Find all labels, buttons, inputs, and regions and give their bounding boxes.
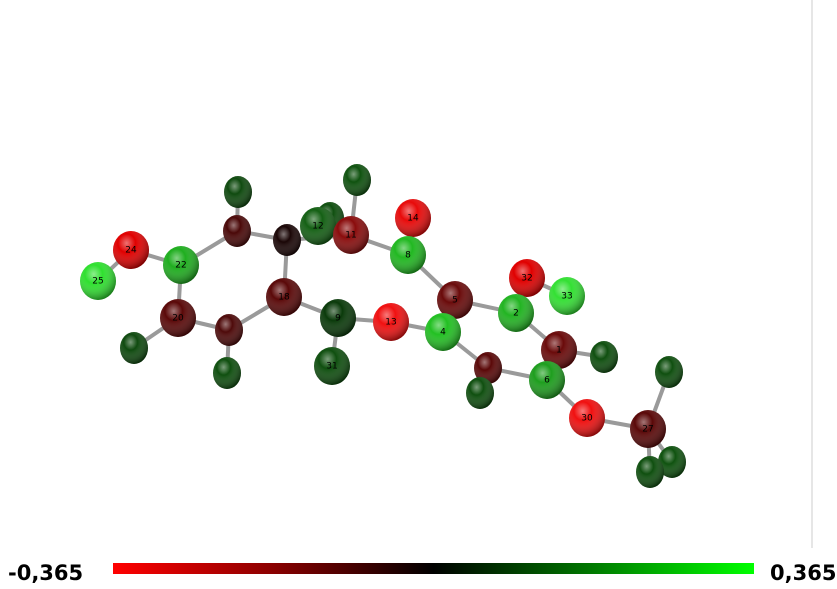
atom-label: 4 xyxy=(440,328,446,338)
atom-label: 5 xyxy=(452,296,458,306)
atom-label: 32 xyxy=(521,274,532,284)
color-scale xyxy=(113,563,754,574)
scale-min: -0,365 xyxy=(8,561,83,585)
atom-label: 1 xyxy=(556,346,562,356)
atom-label: 30 xyxy=(581,414,593,424)
atom-label: 8 xyxy=(405,251,411,261)
viewer: 14 12 11 24 8 22 32 25 33 18 5 2 20 9 13 4 1 31 6 30 27 -0,3… xyxy=(0,0,837,589)
atom-shade xyxy=(120,332,148,364)
atom-shade xyxy=(636,456,664,488)
atom-label: 33 xyxy=(561,292,572,302)
atom-label: 20 xyxy=(172,314,184,324)
atom-shade xyxy=(213,357,241,389)
atom-shade xyxy=(466,377,494,409)
atom-shade xyxy=(224,176,252,208)
atoms: 14 12 11 24 8 22 32 25 33 18 5 2 20 9 13 4 1 31 6 30 27 xyxy=(80,164,686,488)
atom-label: 6 xyxy=(544,376,550,386)
atom-label: 11 xyxy=(345,231,356,241)
atom-label: 9 xyxy=(335,314,341,324)
atom-shade xyxy=(655,356,683,388)
atom-label: 14 xyxy=(407,214,419,224)
atom-shade xyxy=(223,215,251,247)
atom-label: 27 xyxy=(642,425,653,435)
atom-shade xyxy=(590,341,618,373)
atom-label: 25 xyxy=(92,277,103,287)
atom-shade xyxy=(273,224,301,256)
atom-shade xyxy=(343,164,371,196)
page: 14 12 11 24 8 22 32 25 33 18 5 2 20 9 13 4 1 31 6 30 27 -0,3… xyxy=(0,0,837,589)
atom-label: 24 xyxy=(125,246,137,256)
atom-label: 31 xyxy=(326,362,337,372)
scale-max: 0,365 xyxy=(770,561,836,585)
atom-shade xyxy=(215,314,243,346)
atom-label: 12 xyxy=(312,222,323,232)
atom-label: 2 xyxy=(513,309,519,319)
atom-label: 18 xyxy=(278,293,290,303)
atom-label: 13 xyxy=(385,318,396,328)
atom-label: 22 xyxy=(175,261,186,271)
